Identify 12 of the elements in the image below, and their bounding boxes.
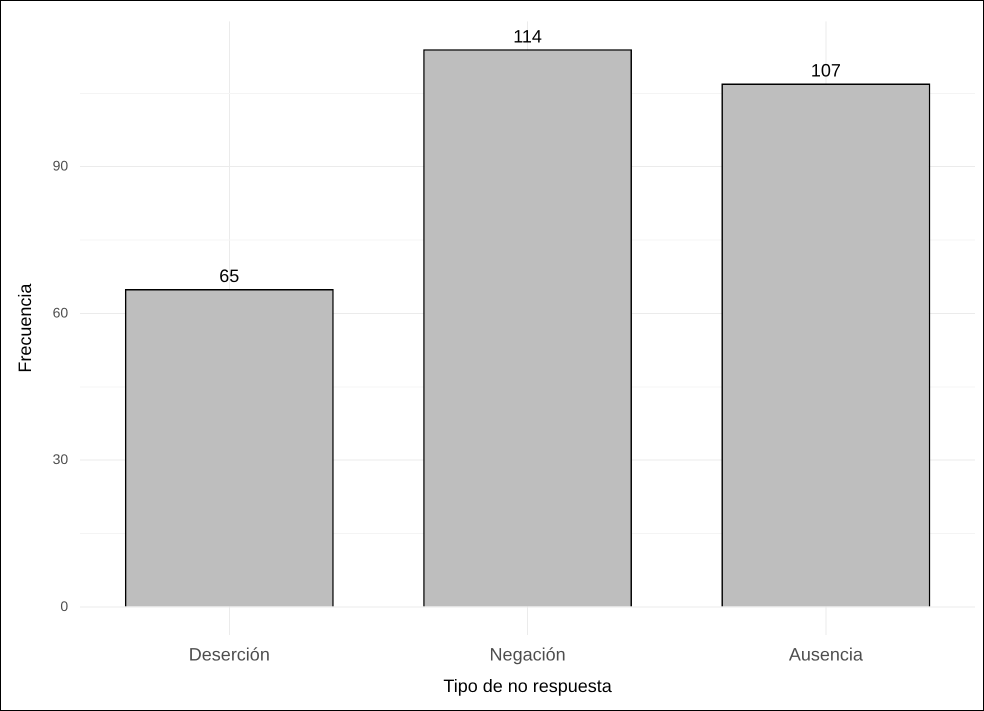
y-axis-title: Frecuencia — [14, 282, 35, 373]
x-tick-label: Ausencia — [788, 644, 864, 665]
x-tick-label: Negación — [490, 644, 566, 665]
y-tick-label: 90 — [52, 158, 68, 174]
data-label: 65 — [219, 266, 240, 286]
x-tick-label: Deserción — [188, 644, 270, 665]
data-label: 107 — [810, 60, 841, 80]
y-tick-label: 30 — [52, 451, 68, 468]
data-label: 114 — [513, 26, 542, 46]
y-tick-label: 0 — [60, 598, 68, 614]
y-tick-label: 60 — [52, 304, 68, 320]
x-axis-title: Tipo de no respuesta — [443, 676, 613, 696]
